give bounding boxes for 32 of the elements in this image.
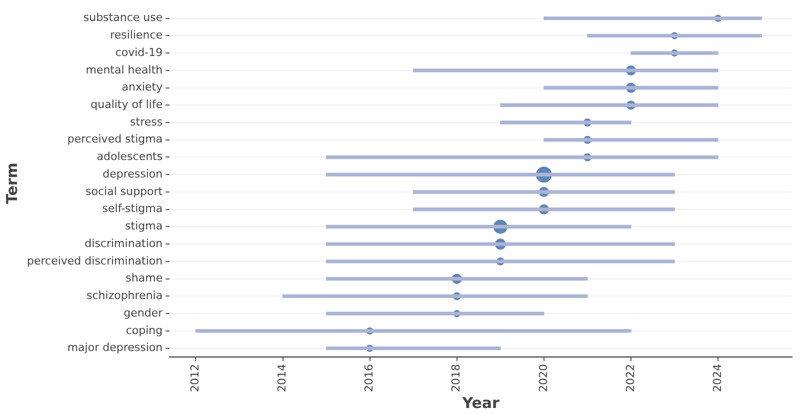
- y-tick-label: quality of life: [90, 98, 163, 111]
- x-tick-label: 2012: [188, 364, 202, 392]
- x-tick-label: 2020: [536, 364, 550, 392]
- bar: [326, 172, 675, 176]
- y-tick-label: shame: [126, 272, 163, 285]
- y-tick-label: coping: [126, 324, 163, 337]
- y-tick-label: discrimination: [84, 236, 163, 250]
- x-tick-label: 2014: [276, 364, 289, 392]
- y-tick-label: adolescents: [96, 150, 163, 164]
- x-tick-label: 2016: [362, 364, 376, 392]
- y-tick-label: stigma: [125, 220, 163, 233]
- y-tick-label: perceived stigma: [67, 132, 163, 146]
- y-tick-label: social support: [86, 184, 164, 198]
- y-tick-label: resilience: [110, 28, 163, 42]
- y-tick-label: perceived discrimination: [27, 254, 163, 268]
- y-axis-title: Term: [2, 162, 21, 204]
- x-tick-label: 2018: [450, 364, 463, 392]
- y-tick-label: covid-19: [115, 46, 163, 59]
- y-tick-label: depression: [102, 167, 163, 180]
- y-tick-label: stress: [130, 115, 163, 128]
- y-tick-label: schizophrenia: [86, 289, 163, 302]
- y-tick-label: gender: [124, 306, 164, 320]
- x-tick-label: 2024: [710, 364, 724, 392]
- y-tick-label: major depression: [67, 341, 163, 354]
- x-axis-title: Year: [461, 394, 500, 412]
- y-tick-label: self-stigma: [102, 202, 163, 216]
- y-tick-label: substance use: [83, 11, 163, 24]
- bar: [544, 16, 762, 20]
- bar: [326, 346, 501, 350]
- y-tick-label: mental health: [86, 63, 163, 76]
- y-tick-label: anxiety: [122, 80, 164, 94]
- x-tick-label: 2022: [624, 364, 637, 392]
